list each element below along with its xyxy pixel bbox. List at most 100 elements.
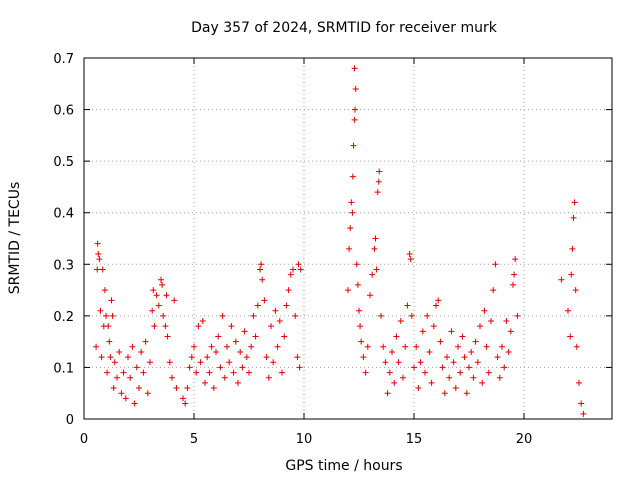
y-tick-label: 0.4	[53, 207, 74, 222]
data-point	[360, 354, 367, 361]
data-point	[571, 199, 578, 206]
data-point	[162, 323, 169, 330]
data-point	[450, 359, 457, 366]
data-points	[93, 65, 587, 417]
data-point	[372, 235, 379, 242]
data-point	[477, 323, 483, 330]
axis-ticks: 0 5 10 15 20 0 0.1 0.2 0.3 0.4 0.5 0.6 0.7	[53, 52, 612, 447]
data-point	[345, 287, 351, 294]
data-point	[470, 374, 477, 381]
data-point	[417, 359, 424, 366]
data-point	[237, 348, 244, 355]
data-point	[136, 385, 142, 392]
data-point	[107, 354, 114, 361]
data-point	[472, 338, 479, 345]
data-point	[109, 312, 116, 319]
data-point	[415, 385, 422, 392]
data-point	[437, 338, 444, 345]
data-point	[285, 287, 292, 294]
data-point	[171, 297, 178, 304]
data-point	[268, 323, 274, 330]
data-point	[101, 287, 108, 294]
data-point	[239, 364, 246, 371]
data-point	[474, 359, 481, 366]
data-point	[232, 338, 239, 345]
data-point	[461, 354, 468, 361]
data-point	[357, 323, 364, 330]
data-point	[376, 168, 383, 175]
data-point	[374, 189, 381, 196]
data-point	[246, 369, 252, 376]
data-point	[96, 256, 103, 263]
data-point	[576, 379, 582, 386]
data-point	[97, 307, 104, 314]
data-point	[353, 261, 360, 268]
data-point	[155, 302, 162, 309]
data-point	[386, 369, 393, 376]
data-point	[133, 364, 140, 371]
data-point	[347, 225, 354, 232]
data-point	[466, 364, 472, 371]
data-point	[565, 307, 571, 314]
data-point	[188, 354, 195, 361]
data-point	[364, 343, 371, 350]
data-point	[505, 348, 512, 355]
data-point	[435, 297, 442, 304]
data-point	[406, 250, 413, 257]
data-point	[439, 364, 446, 371]
y-tick-label: 0.5	[53, 155, 74, 170]
data-point	[430, 323, 437, 330]
data-point	[250, 312, 257, 319]
data-point	[166, 359, 173, 366]
data-point	[580, 410, 587, 417]
x-axis-label: GPS time / hours	[285, 458, 402, 474]
data-point	[147, 359, 153, 366]
data-point	[217, 364, 224, 371]
data-point	[95, 250, 102, 257]
data-point	[424, 312, 431, 319]
data-point	[202, 379, 208, 386]
data-point	[422, 369, 428, 376]
data-point	[213, 348, 219, 355]
x-tick-label: 15	[406, 432, 423, 447]
data-point	[243, 354, 250, 361]
data-point	[481, 307, 488, 314]
data-point	[441, 390, 448, 397]
data-point	[433, 302, 439, 309]
data-point	[114, 374, 120, 381]
data-point	[419, 328, 426, 335]
data-point	[510, 281, 516, 288]
data-point	[226, 359, 233, 366]
data-point	[297, 266, 304, 273]
data-point	[411, 364, 417, 371]
y-axis-label: SRMTID / TECUs	[7, 182, 23, 295]
plot-frame	[83, 57, 613, 420]
data-point	[292, 312, 299, 319]
data-point	[252, 333, 259, 340]
data-point	[444, 354, 450, 361]
y-tick-label: 0.3	[53, 258, 74, 273]
data-point	[153, 292, 160, 299]
data-point	[254, 302, 261, 309]
data-point	[350, 142, 357, 149]
data-point	[483, 343, 490, 350]
data-point	[127, 374, 134, 381]
data-point	[558, 276, 565, 283]
data-point	[274, 343, 281, 350]
data-point	[507, 328, 514, 335]
data-point	[413, 343, 420, 350]
data-point	[221, 374, 228, 381]
data-point	[230, 369, 237, 376]
data-point	[567, 333, 574, 340]
x-tick-label: 0	[80, 432, 88, 447]
data-point	[103, 312, 109, 319]
data-point	[375, 178, 382, 185]
data-point	[294, 354, 301, 361]
data-point	[120, 369, 127, 376]
data-point	[485, 369, 492, 376]
data-point	[346, 245, 353, 252]
data-point	[158, 276, 164, 283]
y-tick-label: 0.2	[53, 310, 74, 325]
data-point	[272, 307, 279, 314]
